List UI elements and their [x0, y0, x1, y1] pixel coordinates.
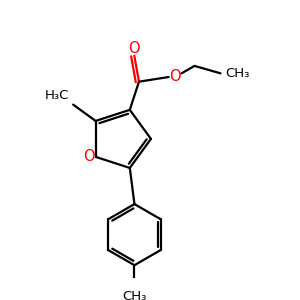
- Text: H₃C: H₃C: [45, 89, 70, 102]
- Text: O: O: [169, 69, 181, 84]
- Text: O: O: [83, 149, 95, 164]
- Text: CH₃: CH₃: [122, 290, 147, 300]
- Text: CH₃: CH₃: [225, 67, 250, 80]
- Text: O: O: [128, 41, 140, 56]
